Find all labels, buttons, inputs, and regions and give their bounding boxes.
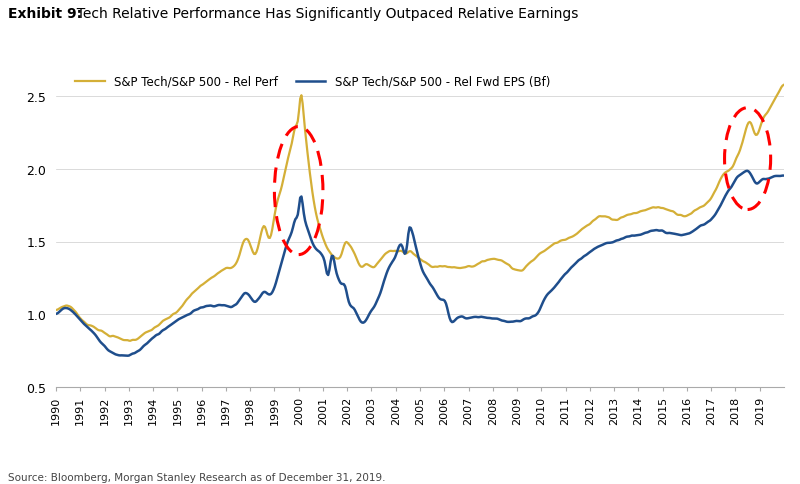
S&P Tech/S&P 500 - Rel Perf [779,83,789,89]
S&P Tech/S&P 500 - Rel Fwd EPS (Bf) [482,315,491,321]
S&P Tech/S&P 500 - Rel Fwd EPS (Bf) [123,353,133,359]
S&P Tech/S&P 500 - Rel Fwd EPS (Bf) [538,299,548,305]
Legend: S&P Tech/S&P 500 - Rel Perf, S&P Tech/S&P 500 - Rel Fwd EPS (Bf): S&P Tech/S&P 500 - Rel Perf, S&P Tech/S&… [70,71,555,93]
Text: Tech Relative Performance Has Significantly Outpaced Relative Earnings: Tech Relative Performance Has Significan… [68,7,578,21]
S&P Tech/S&P 500 - Rel Fwd EPS (Bf) [382,271,391,277]
S&P Tech/S&P 500 - Rel Perf [600,214,610,220]
S&P Tech/S&P 500 - Rel Fwd EPS (Bf) [182,313,191,319]
S&P Tech/S&P 500 - Rel Perf [126,338,135,344]
S&P Tech/S&P 500 - Rel Fwd EPS (Bf) [51,311,61,317]
Text: Source: Bloomberg, Morgan Stanley Research as of December 31, 2019.: Source: Bloomberg, Morgan Stanley Resear… [8,471,386,482]
Line: S&P Tech/S&P 500 - Rel Fwd EPS (Bf): S&P Tech/S&P 500 - Rel Fwd EPS (Bf) [56,171,784,356]
S&P Tech/S&P 500 - Rel Perf [538,249,548,255]
S&P Tech/S&P 500 - Rel Perf [182,298,191,304]
Line: S&P Tech/S&P 500 - Rel Perf: S&P Tech/S&P 500 - Rel Perf [56,86,784,341]
S&P Tech/S&P 500 - Rel Perf [51,307,61,313]
S&P Tech/S&P 500 - Rel Perf [482,258,491,264]
S&P Tech/S&P 500 - Rel Fwd EPS (Bf) [239,291,249,297]
Text: Exhibit 9:: Exhibit 9: [8,7,82,21]
S&P Tech/S&P 500 - Rel Perf [239,238,249,244]
S&P Tech/S&P 500 - Rel Fwd EPS (Bf) [600,241,610,247]
S&P Tech/S&P 500 - Rel Fwd EPS (Bf) [779,173,789,179]
S&P Tech/S&P 500 - Rel Fwd EPS (Bf) [742,168,752,174]
S&P Tech/S&P 500 - Rel Perf [382,251,391,257]
